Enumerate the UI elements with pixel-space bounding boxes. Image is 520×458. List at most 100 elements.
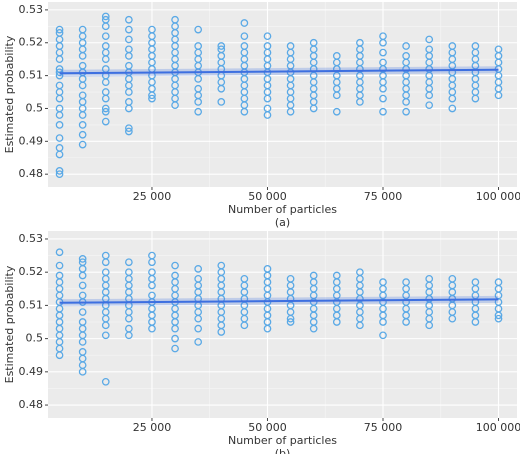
y-tick-label: 0.51 (19, 298, 44, 311)
y-axis-title: Estimated probability (3, 35, 16, 153)
point (240, 107, 249, 116)
point (148, 258, 156, 267)
point (286, 314, 295, 323)
point (78, 255, 87, 263)
point (263, 94, 272, 103)
y-tick-label: 0.48 (19, 167, 44, 180)
point (125, 127, 133, 136)
point (263, 111, 272, 119)
point (101, 12, 110, 21)
caption: (b) (275, 447, 291, 454)
point (125, 88, 133, 96)
point (171, 344, 179, 353)
point (240, 32, 249, 41)
point (402, 107, 410, 116)
point (78, 308, 87, 316)
point (78, 121, 87, 129)
y-axis-title: Estimated probability (3, 265, 16, 383)
point (356, 321, 364, 330)
point (101, 104, 110, 113)
point (471, 94, 480, 103)
point (55, 25, 64, 34)
point (471, 318, 480, 326)
point (286, 107, 295, 116)
point (55, 261, 64, 270)
x-tick-label: 50 000 (248, 190, 287, 203)
point (78, 338, 87, 346)
point (240, 321, 249, 330)
y-tick-label: 0.53 (19, 232, 44, 245)
point (425, 321, 434, 330)
point (309, 324, 318, 333)
point (55, 248, 64, 257)
point (332, 107, 341, 116)
x-axis-title: Number of particles (228, 203, 337, 216)
point (125, 52, 133, 60)
point (494, 314, 503, 323)
plot-background (48, 231, 517, 418)
x-tick-label: 50 000 (248, 421, 287, 434)
point (101, 258, 110, 267)
x-tick-label: 100 000 (476, 190, 520, 203)
point (194, 25, 203, 34)
point (332, 91, 341, 100)
plot-background (48, 2, 517, 187)
point (125, 258, 133, 267)
y-tick-label: 0.48 (19, 398, 44, 411)
x-axis-title: Number of particles (228, 434, 337, 447)
point (217, 42, 226, 50)
point (448, 94, 457, 103)
point (78, 52, 87, 60)
point (78, 271, 87, 280)
point (101, 331, 110, 340)
point (402, 98, 410, 106)
point (148, 324, 156, 333)
y-tick-label: 0.52 (19, 265, 44, 278)
point (263, 324, 272, 333)
point (217, 328, 226, 336)
point (379, 94, 387, 103)
point (240, 19, 249, 27)
point (379, 84, 387, 93)
point (448, 104, 457, 113)
point (78, 367, 87, 376)
point (101, 32, 110, 41)
y-tick-label: 0.5 (26, 332, 44, 345)
point (148, 281, 156, 290)
point (425, 101, 434, 110)
point (101, 55, 110, 64)
point (425, 91, 434, 100)
point (101, 117, 110, 126)
point (379, 38, 387, 47)
point (125, 124, 133, 133)
x-tick-label: 75 000 (364, 190, 403, 203)
y-tick-label: 0.53 (19, 3, 44, 16)
point (194, 265, 203, 273)
x-tick-label: 75 000 (364, 421, 403, 434)
point (101, 107, 110, 116)
point (286, 318, 295, 326)
point (55, 150, 64, 159)
point (263, 32, 272, 41)
y-tick-label: 0.52 (19, 36, 44, 49)
point (171, 101, 179, 110)
point (148, 94, 156, 103)
point (379, 48, 387, 57)
point (125, 35, 133, 44)
point (494, 311, 503, 320)
point (402, 42, 410, 50)
point (194, 75, 203, 83)
fit-line (59, 298, 499, 304)
point (125, 104, 133, 113)
point (171, 334, 179, 343)
point (78, 140, 87, 149)
point (494, 91, 503, 100)
point (78, 281, 87, 290)
point (332, 318, 341, 326)
point (101, 94, 110, 103)
point (125, 331, 133, 340)
point (55, 121, 64, 129)
point (125, 25, 133, 34)
point (217, 98, 226, 106)
